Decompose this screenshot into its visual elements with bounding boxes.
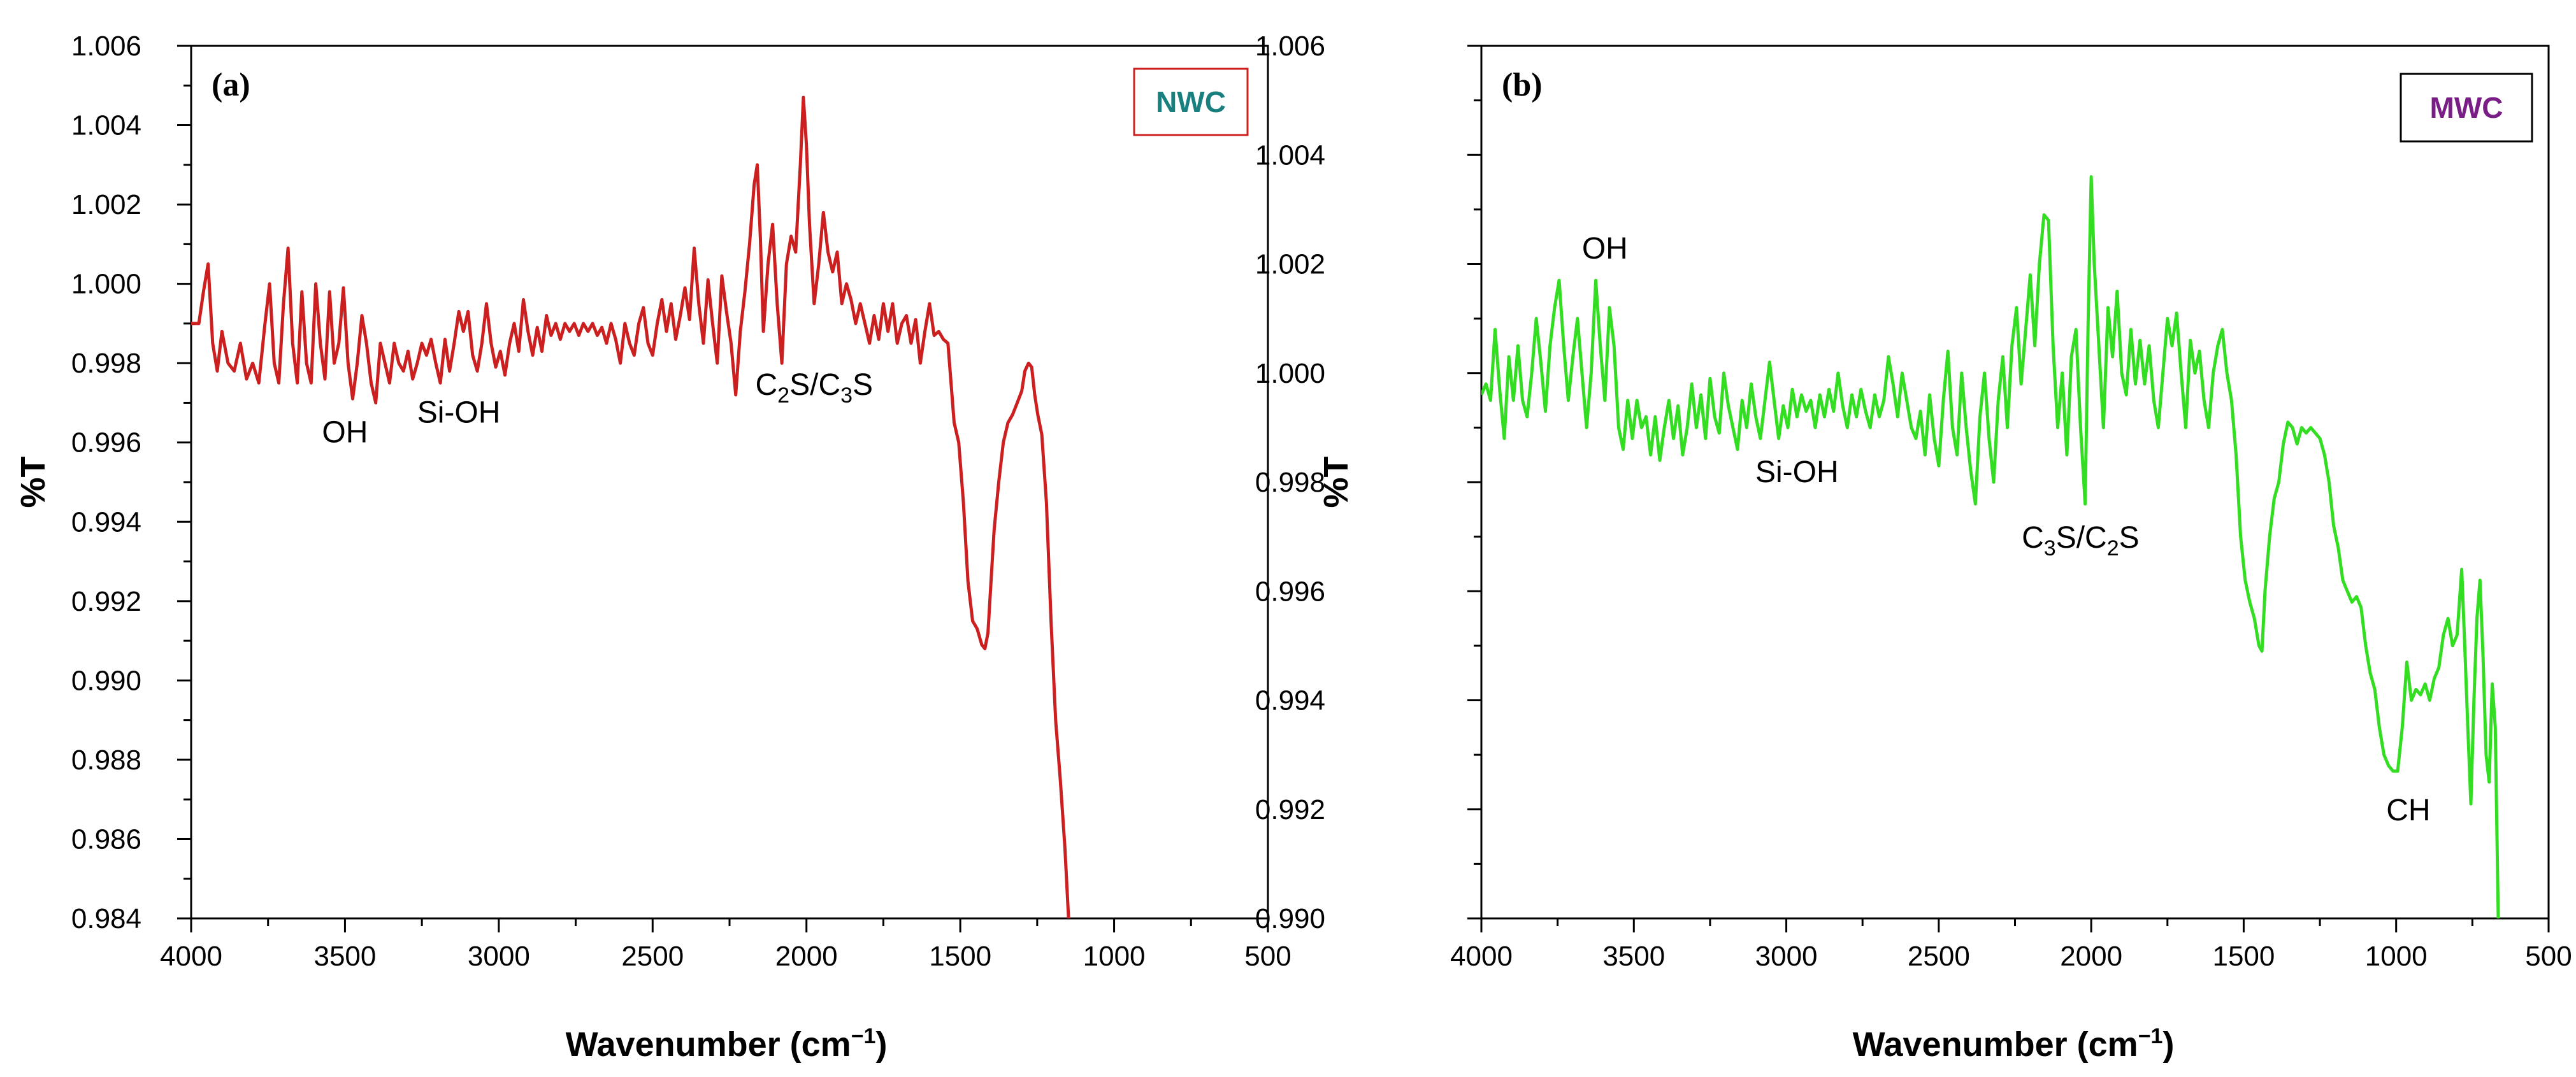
annotation-ch: CH <box>2386 794 2430 827</box>
y-tick-label: 0.992 <box>1255 794 1325 825</box>
y-tick-label: 1.006 <box>1255 31 1325 62</box>
x-tick-label: 2500 <box>621 941 684 972</box>
plot-frame <box>190 45 1269 920</box>
x-tick-label: 4000 <box>1450 941 1513 972</box>
y-tick-label: 0.998 <box>71 348 141 379</box>
y-axis-title: %T <box>1317 456 1355 508</box>
x-tick-label: 2000 <box>775 941 838 972</box>
x-tick-label: 1000 <box>2365 941 2428 972</box>
legend-box <box>1133 68 1249 136</box>
y-tick-label: 0.984 <box>71 903 141 934</box>
y-tick-label: 0.986 <box>71 824 141 855</box>
annotation-c2s-c3s: C2S/C3S <box>756 368 874 408</box>
x-tick-label: 3000 <box>468 941 530 972</box>
x-axis-title: Wavenumber (cm−1) <box>1853 1024 2175 1064</box>
panel-label: (b) <box>1502 67 1543 103</box>
legend-box <box>2400 73 2533 143</box>
y-tick-label: 1.004 <box>1255 139 1325 171</box>
x-tick-label: 3500 <box>1602 941 1665 972</box>
legend-label: NWC <box>1156 85 1226 118</box>
x-tick-label: 1500 <box>929 941 991 972</box>
y-tick-label: 1.000 <box>71 269 141 300</box>
y-tick-label: 1.006 <box>71 31 141 62</box>
x-axis-title: Wavenumber (cm−1) <box>566 1024 888 1064</box>
x-tick-label: 3000 <box>1755 941 1818 972</box>
y-tick-label: 1.004 <box>71 110 141 141</box>
y-tick-label: 0.996 <box>1255 576 1325 607</box>
y-tick-label: 0.994 <box>71 506 141 538</box>
annotation-oh: OH <box>1582 232 1628 266</box>
annotation-c3s-c2s: C3S/C2S <box>2022 521 2140 560</box>
y-tick-label: 0.990 <box>71 665 141 696</box>
y-tick-label: 0.998 <box>1255 467 1325 498</box>
annotation-sioh: Si-OH <box>1755 455 1839 489</box>
y-axis-title: %T <box>14 456 52 508</box>
x-tick-label: 2000 <box>2060 941 2122 972</box>
series-line-mwc <box>1481 175 2500 918</box>
x-tick-label: 1000 <box>1083 941 1146 972</box>
x-tick-label: 3500 <box>313 941 376 972</box>
x-tick-label: 1500 <box>2212 941 2275 972</box>
x-tick-label: 4000 <box>160 941 222 972</box>
series-line-nwc <box>191 96 1070 918</box>
chart-panel-0: 0.984 0.986 0.988 0.990 0.992 0.994 0.996 0.998… <box>14 31 1292 1064</box>
y-tick-label: 1.002 <box>1255 249 1325 280</box>
x-tick-label: 2500 <box>1908 941 1970 972</box>
legend-label: MWC <box>2430 91 2503 124</box>
plot-frame <box>1480 45 2550 920</box>
y-tick-label: 0.994 <box>1255 685 1325 717</box>
x-tick-label: 500 <box>1244 941 1291 972</box>
annotation-oh: OH <box>322 416 368 450</box>
y-tick-label: 1.002 <box>71 189 141 220</box>
chart-panel-1: 0.990 0.992 0.994 0.996 0.998 1.000 1.002 1.004… <box>1255 31 2572 1064</box>
y-tick-label: 0.996 <box>71 427 141 459</box>
y-tick-label: 1.000 <box>1255 358 1325 389</box>
annotation-sioh: Si-OH <box>417 396 501 430</box>
y-tick-label: 0.992 <box>71 586 141 617</box>
y-tick-label: 0.988 <box>71 745 141 776</box>
panel-label: (a) <box>212 67 250 103</box>
x-tick-label: 500 <box>2525 941 2572 972</box>
y-tick-label: 0.990 <box>1255 903 1325 934</box>
